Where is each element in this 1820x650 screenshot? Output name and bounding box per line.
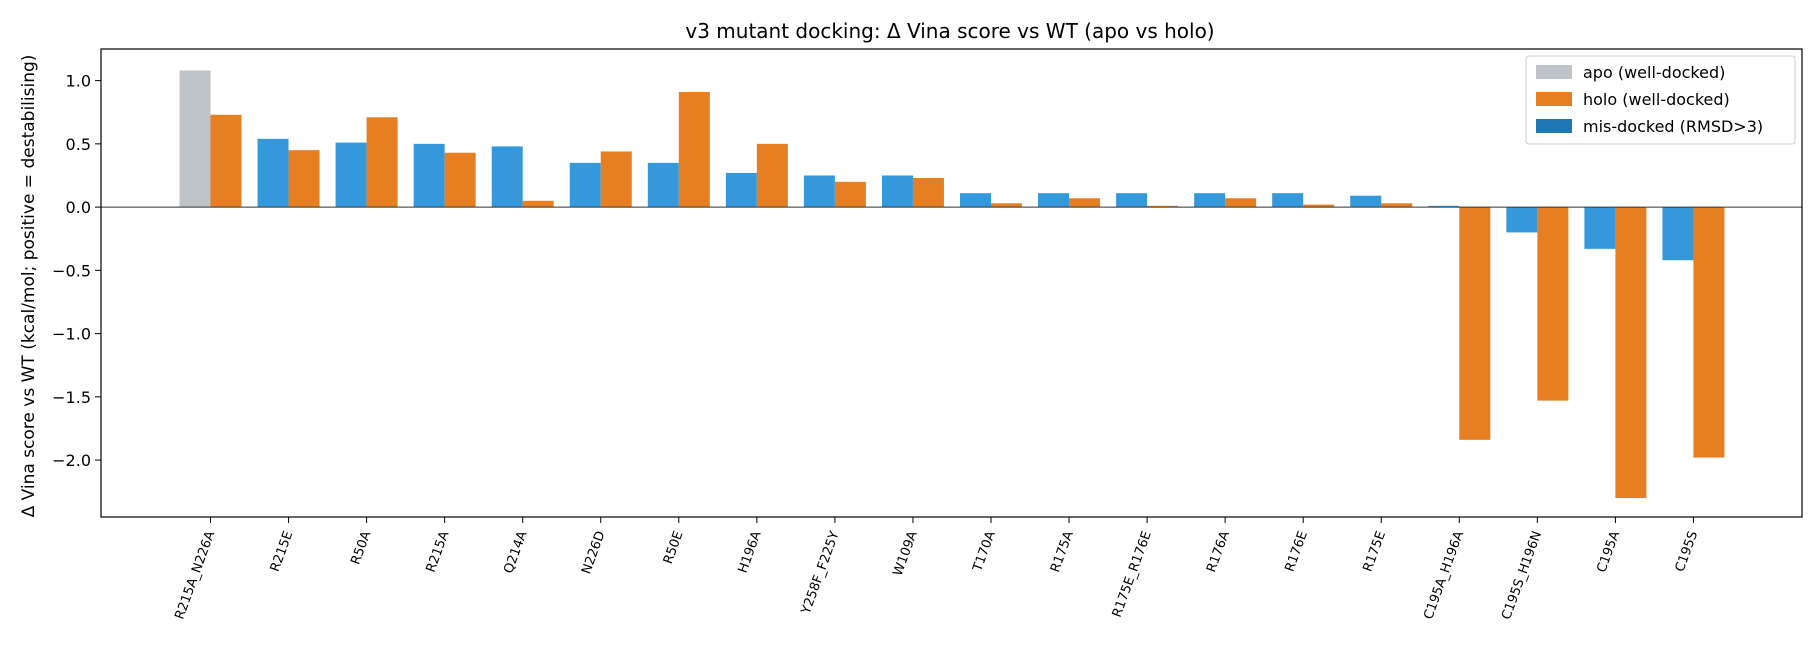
apo-bar-c195a (1584, 207, 1616, 249)
apo-bar-r175a (1038, 193, 1070, 208)
holo-bar-r175e_r176e (1147, 205, 1179, 208)
apo-bar-r50e (647, 162, 679, 208)
apo-bar-n226d (569, 162, 601, 208)
legend-label: apo (well-docked) (1583, 63, 1725, 82)
apo-bar-r176e (1272, 193, 1304, 208)
y-axis: −2.0 −1.5 −1.0 −0.5 0.0 0.5 1.0 (52, 72, 101, 470)
legend-label: holo (well-docked) (1583, 90, 1730, 109)
holo-bar-r215e (288, 150, 320, 208)
holo-bar-r50e (678, 92, 710, 208)
y-tick-label: −2.0 (52, 451, 91, 470)
holo-bar-r175a (1069, 198, 1101, 208)
legend-swatch (1536, 119, 1572, 133)
holo-bar-r215a (444, 152, 476, 208)
holo-bar-y258f_f225y (834, 181, 866, 208)
holo-bar-w109a (912, 178, 944, 208)
holo-bar-c195a (1615, 207, 1647, 499)
holo-bar-n226d (600, 151, 632, 208)
legend-label: mis-docked (RMSD>3) (1583, 117, 1763, 136)
legend-swatch (1536, 92, 1572, 106)
y-tick-label: −1.5 (52, 388, 91, 407)
apo-bar-t170a (960, 193, 991, 208)
holo-bar-h196a (756, 143, 788, 208)
apo-bar-q214a (491, 146, 523, 208)
apo-bar-r176a (1194, 193, 1226, 208)
holo-bar-r176e (1303, 204, 1335, 208)
holo-bar-c195s_h196n (1537, 207, 1569, 401)
apo-bar-r175e (1350, 195, 1382, 208)
y-tick-label: 0.5 (66, 135, 91, 154)
holo-bar-c195a_h196a (1459, 207, 1491, 440)
legend-swatch (1536, 65, 1572, 79)
y-tick-label: 0.0 (66, 198, 91, 217)
holo-bar-t170a (991, 203, 1022, 208)
apo-bar-c195a_h196a (1428, 205, 1460, 208)
apo-bar-c195s_h196n (1506, 207, 1538, 233)
holo-bar-r175e (1381, 203, 1413, 208)
holo-bar-c195s (1693, 207, 1725, 458)
y-axis-label: Δ Vina score vs WT (kcal/mol; positive =… (19, 55, 39, 518)
y-tick-label: −1.0 (52, 325, 91, 344)
legend: apo (well-docked) holo (well-docked) mis-d… (1525, 55, 1796, 145)
y-tick-label: −0.5 (52, 261, 91, 280)
holo-bar-r176a (1225, 198, 1257, 208)
apo-bar-c195s (1662, 207, 1694, 261)
chart-title: v3 mutant docking: Δ Vina score vs WT (a… (685, 19, 1214, 43)
apo-bar-y258f_f225y (803, 175, 835, 208)
holo-bar-q214a (522, 200, 554, 208)
apo-bar-r215e (257, 138, 289, 208)
apo-bar-h196a (725, 172, 757, 208)
bars-group (179, 70, 1725, 499)
y-tick-label: 1.0 (66, 72, 91, 91)
plot-frame (100, 48, 1803, 518)
apo-bar-w109a (881, 175, 913, 208)
holo-bar-r215a_n226a (210, 114, 242, 208)
apo-bar-r50a (335, 142, 367, 208)
apo-bar-r215a (413, 143, 445, 208)
apo-bar-r215a_n226a (179, 70, 211, 208)
apo-bar-r175e_r176e (1116, 193, 1148, 208)
legend-box (1525, 55, 1796, 145)
holo-bar-r50a (366, 117, 398, 208)
